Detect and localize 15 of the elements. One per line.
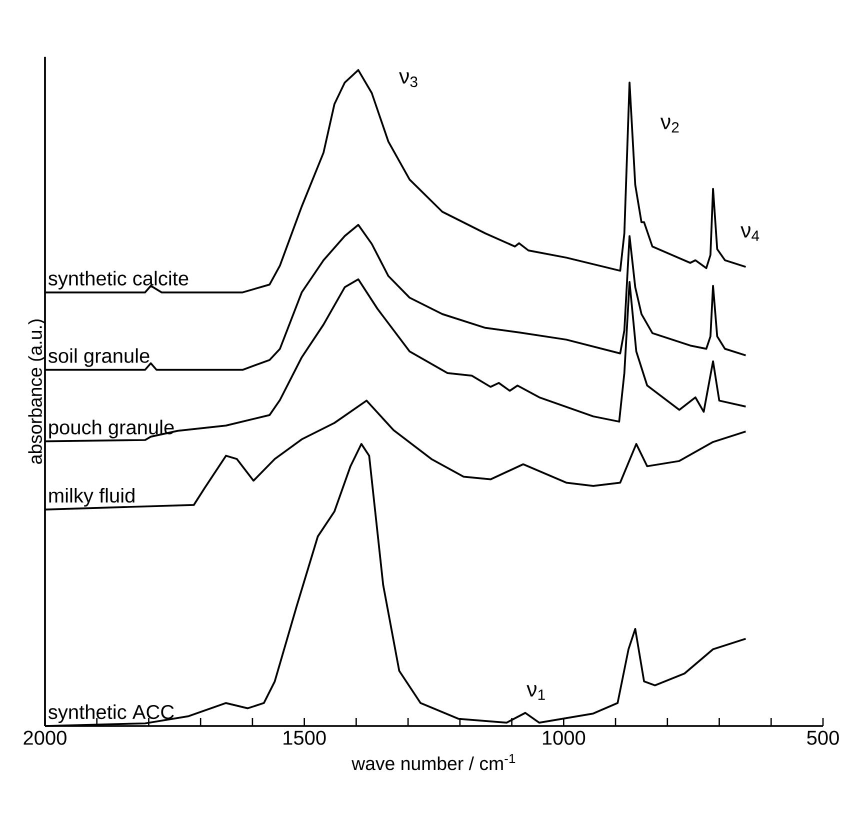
x-tick-label: 500 xyxy=(807,730,839,745)
series-label: synthetic ACC xyxy=(48,704,174,724)
annotation: ν$_{1}$ xyxy=(526,685,545,700)
y-axis-title: absorbance (a.u.) xyxy=(28,320,46,464)
x-axis-title: wave number / cm$^{-1}$ xyxy=(352,754,516,770)
annotation: ν$_{2}$ xyxy=(660,118,679,133)
series-label: soil granule xyxy=(48,348,150,367)
x-tick-label: 1000 xyxy=(542,730,586,745)
series-label: synthetic calcite xyxy=(48,270,188,290)
x-tick-label: 2000 xyxy=(24,730,66,745)
series-label: milky fluid xyxy=(49,488,134,507)
annotation: ν$_{4}$ xyxy=(740,226,760,241)
x-tick-label: 1500 xyxy=(284,730,326,745)
series-label: pouch granule xyxy=(49,420,174,438)
annotation: ν$_{3}$ xyxy=(399,72,418,88)
